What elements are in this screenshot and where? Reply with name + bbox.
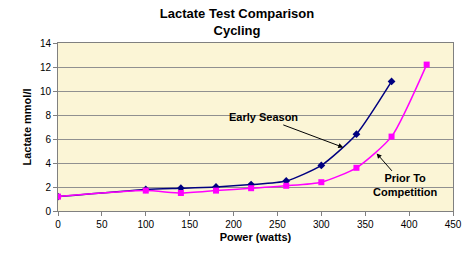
svg-text:12: 12 xyxy=(40,62,52,73)
svg-text:Prior ToCompetition: Prior ToCompetition xyxy=(373,172,437,198)
svg-text:10: 10 xyxy=(40,86,52,97)
svg-text:50: 50 xyxy=(96,219,108,230)
svg-text:450: 450 xyxy=(445,219,462,230)
svg-text:Early Season: Early Season xyxy=(229,111,298,123)
svg-text:Lactate mmol/l: Lactate mmol/l xyxy=(21,88,33,165)
svg-text:350: 350 xyxy=(357,219,374,230)
svg-text:2: 2 xyxy=(45,182,51,193)
svg-text:Lactate Test ComparisonCycling: Lactate Test ComparisonCycling xyxy=(160,6,314,38)
svg-text:4: 4 xyxy=(45,158,51,169)
svg-text:Power (watts): Power (watts) xyxy=(220,231,292,243)
svg-text:8: 8 xyxy=(45,110,51,121)
svg-text:0: 0 xyxy=(55,219,61,230)
svg-text:100: 100 xyxy=(137,219,154,230)
svg-text:6: 6 xyxy=(45,134,51,145)
svg-text:200: 200 xyxy=(225,219,242,230)
svg-text:250: 250 xyxy=(269,219,286,230)
svg-text:150: 150 xyxy=(181,219,198,230)
svg-text:14: 14 xyxy=(40,38,52,49)
svg-text:400: 400 xyxy=(401,219,418,230)
svg-text:300: 300 xyxy=(313,219,330,230)
svg-text:0: 0 xyxy=(45,206,51,217)
